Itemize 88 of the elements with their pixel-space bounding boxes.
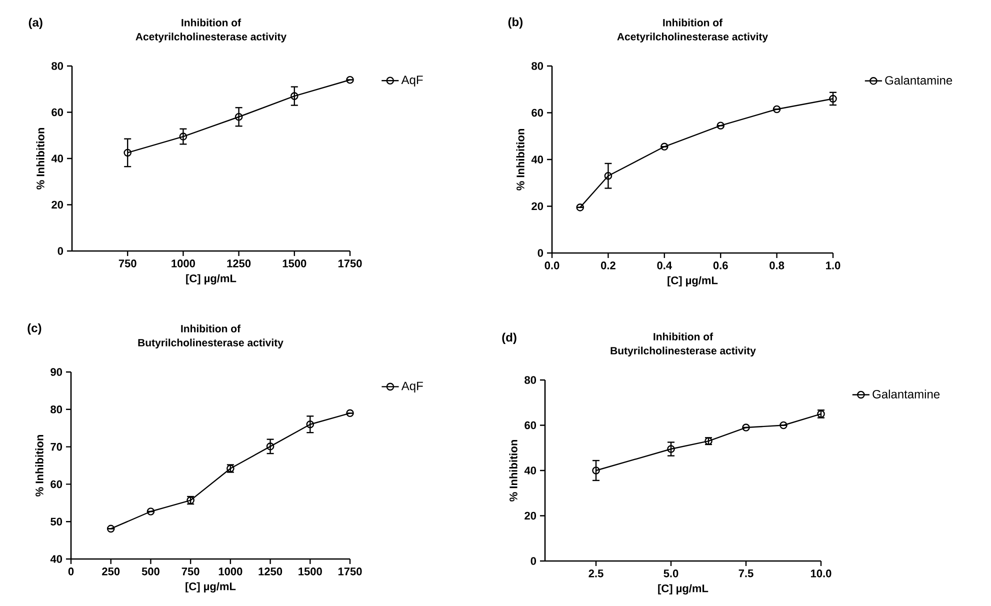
y-tick-label: 80 (52, 62, 64, 70)
y-axis-title: % Inhibition (509, 440, 518, 502)
y-tick-label: 0 (530, 557, 536, 565)
point (667, 445, 675, 453)
point (146, 508, 155, 516)
y-tick-label: 20 (532, 202, 544, 210)
x-tick-label: 1500 (298, 568, 322, 576)
legend-label: AqF (401, 382, 423, 393)
y-tick-label: 40 (524, 466, 536, 474)
y-tick-label: 60 (50, 480, 62, 488)
y-tick-label: 50 (50, 518, 62, 526)
x-tick-label: 750 (118, 260, 136, 268)
x-tick-label: 5.0 (664, 570, 678, 578)
x-tick-label: 1250 (258, 568, 282, 576)
chart-subtitle: Acetyrilcholinesterase activity (136, 32, 286, 42)
point (780, 421, 788, 430)
x-tick-label: 0.6 (713, 262, 728, 270)
chart-subtitle: Butyrilcholinesterase activity (138, 338, 284, 348)
legend-label: Galantamine (885, 76, 952, 85)
y-tick-label: 0 (538, 249, 544, 257)
chart-subtitle: Butyrilcholinesterase activity (610, 346, 756, 356)
point (346, 76, 354, 84)
x-axis-title: [C] µg/mL (186, 582, 236, 592)
point (124, 148, 132, 157)
x-tick-label: 0.4 (657, 262, 672, 270)
point (346, 409, 354, 418)
point (604, 172, 612, 180)
x-tick-label: 1750 (338, 260, 362, 268)
point (829, 94, 837, 103)
y-tick-label: 20 (524, 512, 536, 520)
point (306, 420, 314, 428)
chart-subtitle: Acetyrilcholinesterase activity (617, 32, 768, 42)
chart-title: Inhibition of (181, 324, 241, 332)
text: (d) (502, 332, 516, 344)
x-axis-title: [C] µg/mL (668, 276, 718, 286)
chart-title: Inhibition of (182, 18, 242, 26)
y-tick-label: 60 (52, 108, 64, 116)
legend-label: Galantamine (872, 390, 940, 398)
y-tick-label: 40 (51, 154, 64, 162)
x-tick-label: 0.8 (770, 262, 784, 270)
x-tick-label: 2.5 (588, 570, 604, 578)
point (576, 204, 584, 212)
x-tick-label: 1000 (172, 260, 195, 268)
chart-title: Inhibition of (654, 332, 714, 340)
x-axis-title: [C] µg/mL (658, 584, 708, 594)
x-tick-label: 750 (182, 568, 200, 576)
x-tick-label: 1750 (338, 568, 362, 576)
chart-title: Inhibition of (663, 18, 723, 26)
text: (b) (508, 17, 522, 29)
point (772, 105, 781, 114)
x-tick-label: 0.2 (601, 262, 616, 270)
y-tick-label: 60 (524, 421, 536, 430)
point (179, 132, 188, 140)
x-tick-label: 1.0 (826, 262, 840, 270)
x-tick-label: 250 (102, 568, 120, 576)
y-axis-title: % Inhibition (35, 435, 44, 496)
x-tick-label: 10.0 (810, 570, 832, 578)
y-tick-label: 40 (50, 555, 62, 563)
point (266, 442, 274, 450)
point (106, 524, 115, 533)
point (290, 92, 298, 100)
y-tick-label: 60 (532, 108, 544, 117)
y-tick-label: 20 (52, 200, 64, 209)
point (592, 466, 600, 474)
x-tick-label: 7.5 (738, 570, 754, 578)
x-axis-title: [C] µg/mL (186, 274, 236, 284)
x-tick-label: 0.0 (544, 262, 560, 270)
x-tick-label: 1250 (227, 260, 251, 268)
y-tick-label: 0 (58, 247, 64, 255)
point (716, 122, 725, 130)
text: (a) (28, 18, 42, 30)
y-tick-label: 90 (50, 368, 62, 376)
x-tick-label: 500 (142, 568, 160, 576)
x-tick-label: 1500 (282, 260, 306, 268)
y-tick-label: 70 (50, 442, 62, 451)
y-tick-label: 80 (50, 406, 62, 414)
point (742, 424, 750, 432)
x-tick-label: 0 (68, 568, 74, 576)
point (660, 142, 668, 151)
y-axis-title: % Inhibition (516, 129, 524, 190)
y-tick-label: 80 (532, 62, 544, 70)
y-axis-title: % Inhibition (36, 128, 44, 190)
point (234, 112, 243, 121)
y-tick-label: 80 (524, 376, 536, 384)
text: (c) (28, 323, 42, 335)
x-tick-label: 1000 (218, 568, 242, 576)
y-tick-label: 40 (531, 156, 544, 164)
legend-label: AqF (401, 76, 423, 86)
